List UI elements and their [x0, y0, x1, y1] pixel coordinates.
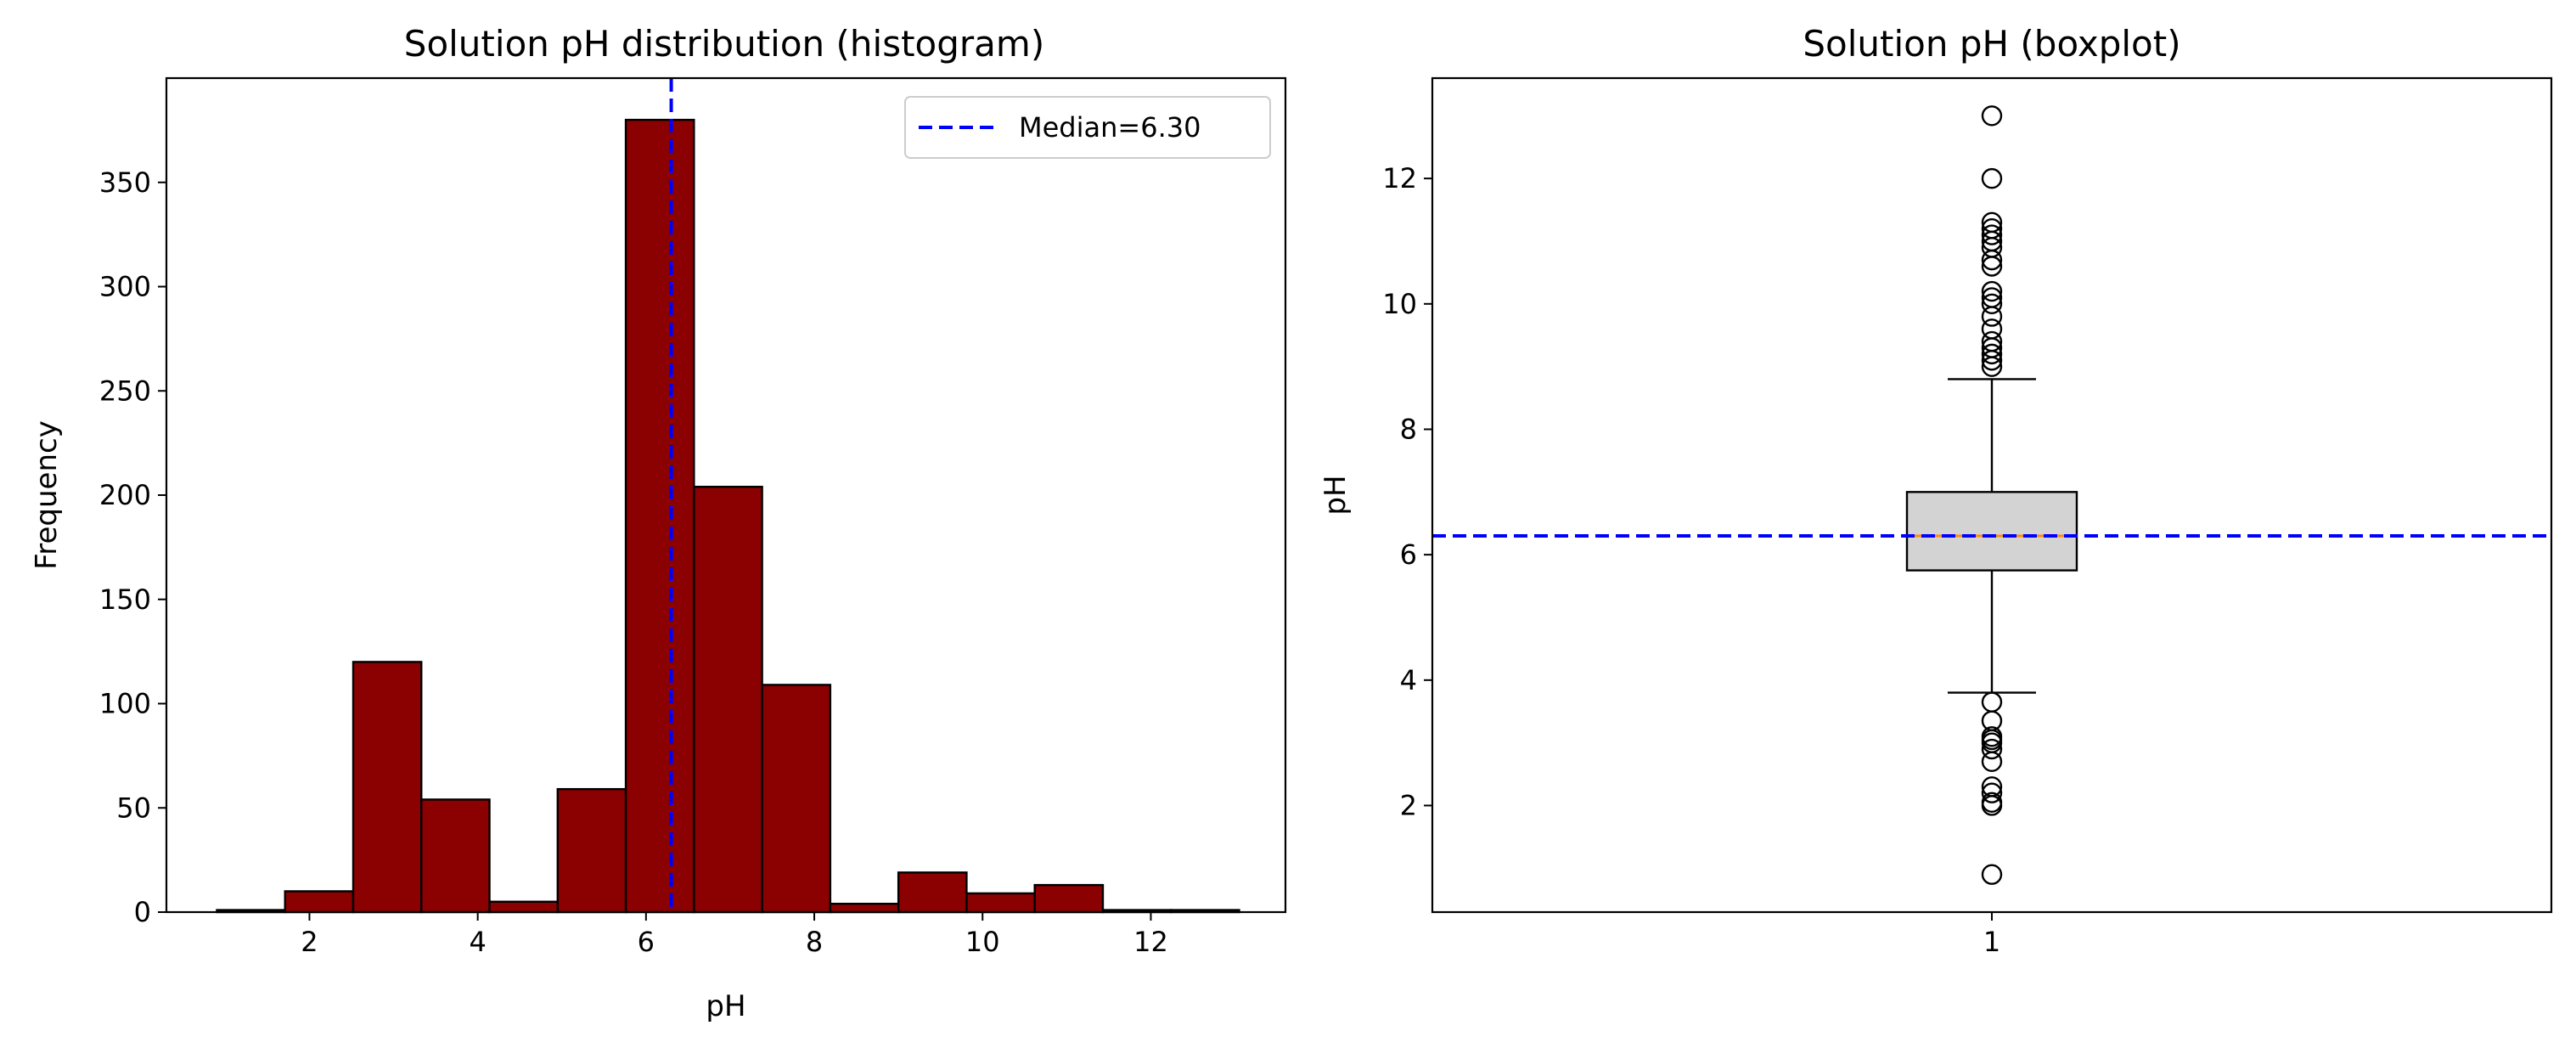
histogram-bar: [965, 892, 1036, 914]
outlier-point: [1981, 864, 2003, 885]
histogram-bar: [624, 118, 695, 914]
histogram-axes-frame: [165, 76, 1287, 914]
histogram-y-ticks: 0 50 100 150 200 250 300 350: [99, 166, 166, 928]
outlier-point: [1981, 167, 2003, 189]
outlier-point: [1981, 792, 2003, 813]
outlier-point: [1981, 343, 2003, 365]
boxplot-body: [1905, 378, 2078, 694]
outlier-point: [1981, 218, 2003, 239]
x-tick-label: 12: [1133, 926, 1168, 958]
y-tick-label: 150: [99, 583, 151, 616]
outlier-point: [1981, 293, 2003, 315]
boxplot-outliers: [1981, 105, 2003, 885]
y-tick-label: 200: [99, 479, 151, 511]
legend-box: [904, 96, 1271, 159]
boxplot-title: Solution pH (boxplot): [1803, 23, 2180, 65]
histogram-bars: [216, 118, 1240, 914]
histogram-bar: [897, 871, 968, 914]
outlier-point: [1981, 776, 2003, 797]
histogram-bar: [829, 902, 900, 914]
y-tick-label: 50: [116, 792, 151, 824]
outlier-point: [1981, 280, 2003, 302]
histogram-bar: [1033, 883, 1105, 914]
histogram-bar: [352, 661, 423, 914]
x-tick-label: 2: [301, 926, 318, 958]
boxplot-panel: Solution pH (boxplot) 2 4 6 8 10 12 1 pH: [1319, 23, 2553, 958]
y-tick-label: 8: [1400, 413, 1417, 445]
y-tick-label: 100: [99, 688, 151, 720]
boxplot-x-ticks: 1: [1983, 912, 2000, 958]
outlier-point: [1981, 287, 2003, 308]
outlier-point: [1981, 782, 2003, 803]
y-tick-label: 250: [99, 375, 151, 407]
histogram-y-axis-label: Frequency: [30, 420, 64, 570]
x-tick-label: 4: [469, 926, 486, 958]
y-tick-label: 6: [1400, 538, 1417, 571]
histogram-title: Solution pH distribution (histogram): [404, 23, 1044, 65]
y-tick-label: 2: [1400, 789, 1417, 821]
outlier-point: [1981, 330, 2003, 352]
legend-median-label: Median=6.30: [1019, 111, 1201, 144]
histogram-bar: [488, 900, 560, 914]
histogram-bar: [556, 787, 627, 914]
outlier-point: [1981, 105, 2003, 127]
boxplot-y-ticks: 2 4 6 8 10 12: [1382, 162, 1432, 821]
x-tick-label: 6: [638, 926, 655, 958]
y-tick-label: 300: [99, 271, 151, 303]
x-tick-label: 1: [1983, 926, 2000, 958]
histogram-x-axis-label: pH: [706, 989, 745, 1023]
x-tick-label: 8: [806, 926, 823, 958]
outlier-point: [1981, 691, 2003, 713]
outlier-point: [1981, 224, 2003, 245]
histogram-panel: Solution pH distribution (histogram) 2 4 6…: [30, 23, 1287, 1023]
y-tick-label: 350: [99, 166, 151, 199]
boxplot-axes-frame: [1431, 76, 2553, 914]
outlier-point: [1981, 726, 2003, 747]
histogram-bar: [284, 890, 355, 914]
outlier-point: [1981, 318, 2003, 340]
histogram-bar: [693, 485, 763, 914]
y-tick-label: 0: [134, 896, 151, 928]
y-tick-label: 10: [1382, 288, 1417, 320]
x-tick-label: 10: [965, 926, 1000, 958]
box-iqr: [1905, 491, 2078, 572]
histogram-bar: [761, 684, 832, 914]
histogram-x-ticks: 2 4 6 8 10 12: [301, 912, 1168, 958]
y-tick-label: 12: [1382, 162, 1417, 194]
y-tick-label: 4: [1400, 664, 1417, 696]
outlier-point: [1981, 211, 2003, 234]
outlier-point: [1981, 738, 2003, 760]
histogram-bar: [420, 798, 491, 914]
legend: Median=6.30: [904, 96, 1271, 159]
boxplot-y-axis-label: pH: [1319, 475, 1353, 515]
